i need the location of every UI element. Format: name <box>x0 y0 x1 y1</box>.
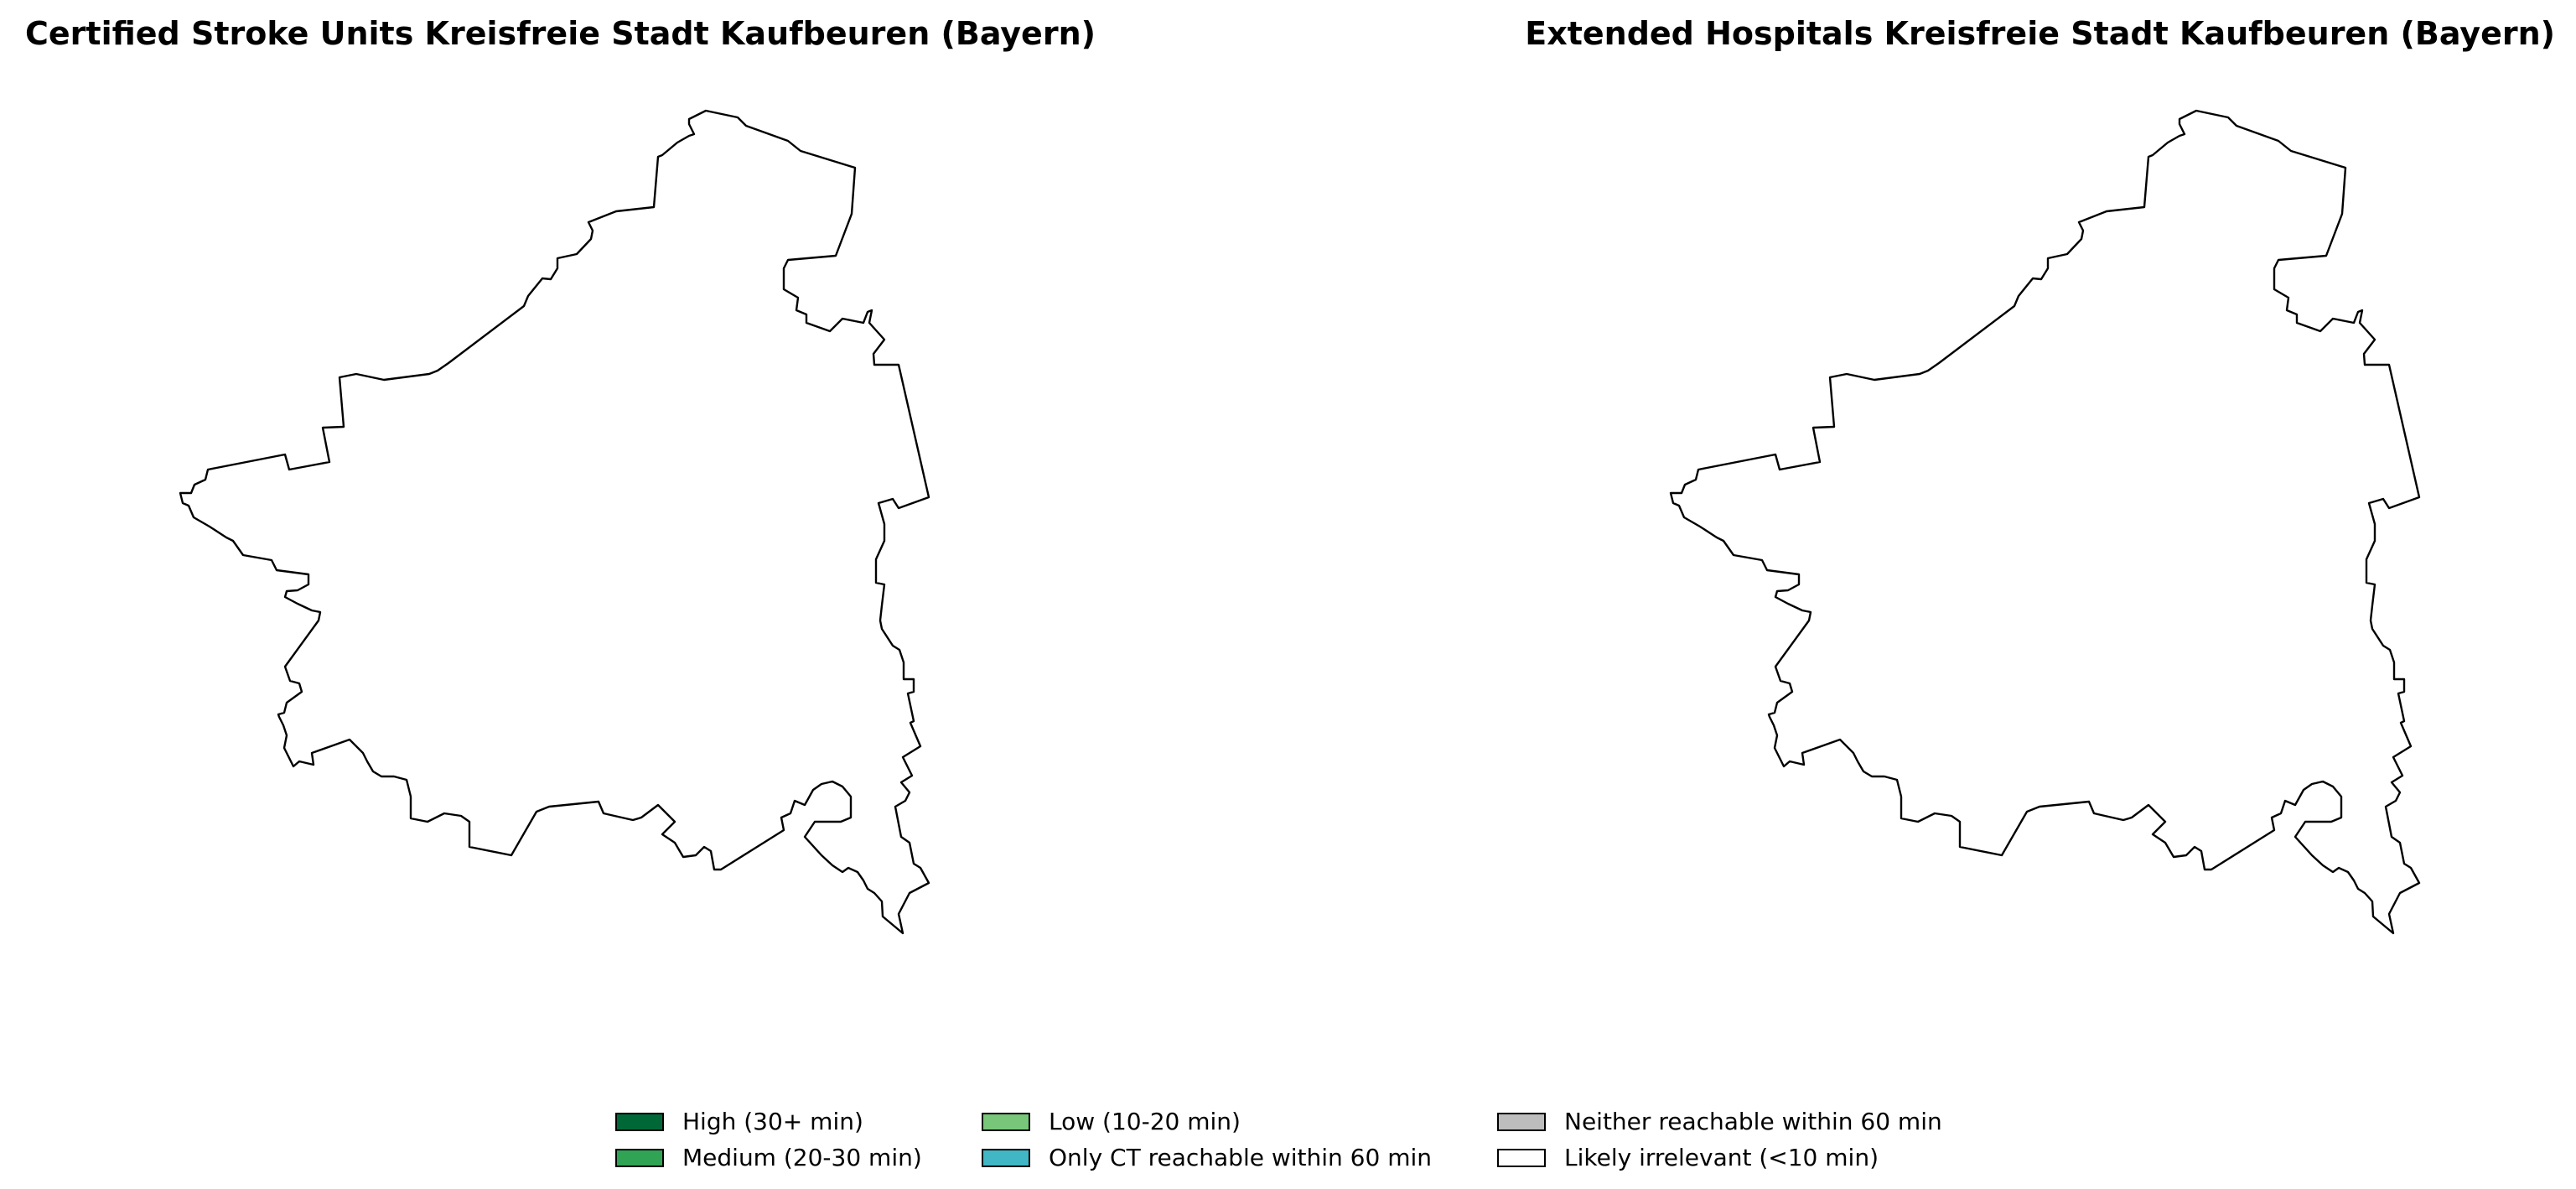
legend-swatch-neither <box>1497 1112 1546 1131</box>
district-boundary-kaufbeuren <box>179 109 930 935</box>
legend-item-irrelevant: Likely irrelevant (<10 min) <box>1497 1140 1967 1176</box>
legend: High (30+ min) Medium (20-30 min) Low (1… <box>615 1103 1967 1176</box>
legend-item-only-ct: Only CT reachable within 60 min <box>982 1140 1497 1176</box>
district-boundary-kaufbeuren <box>1669 109 2421 935</box>
map-stroke-units <box>179 109 930 935</box>
legend-swatch-irrelevant <box>1497 1148 1546 1167</box>
legend-item-high: High (30+ min) <box>615 1103 982 1140</box>
map-title-extended-hospitals: Extended Hospitals Kreisfreie Stadt Kauf… <box>1525 15 2555 52</box>
legend-label-neither: Neither reachable within 60 min <box>1564 1107 1942 1135</box>
legend-item-medium: Medium (20-30 min) <box>615 1140 982 1176</box>
legend-label-only-ct: Only CT reachable within 60 min <box>1049 1143 1433 1171</box>
legend-item-low: Low (10-20 min) <box>982 1103 1497 1140</box>
legend-swatch-high <box>615 1112 664 1131</box>
legend-label-low: Low (10-20 min) <box>1049 1107 1241 1135</box>
map-title-stroke-units: Certified Stroke Units Kreisfreie Stadt … <box>25 15 1096 52</box>
legend-label-irrelevant: Likely irrelevant (<10 min) <box>1564 1143 1879 1171</box>
legend-label-high: High (30+ min) <box>682 1107 863 1135</box>
legend-label-medium: Medium (20-30 min) <box>682 1143 922 1171</box>
legend-swatch-medium <box>615 1148 664 1167</box>
legend-swatch-low <box>982 1112 1030 1131</box>
legend-swatch-only-ct <box>982 1148 1030 1167</box>
map-extended-hospitals <box>1669 109 2421 935</box>
legend-item-neither: Neither reachable within 60 min <box>1497 1103 1967 1140</box>
